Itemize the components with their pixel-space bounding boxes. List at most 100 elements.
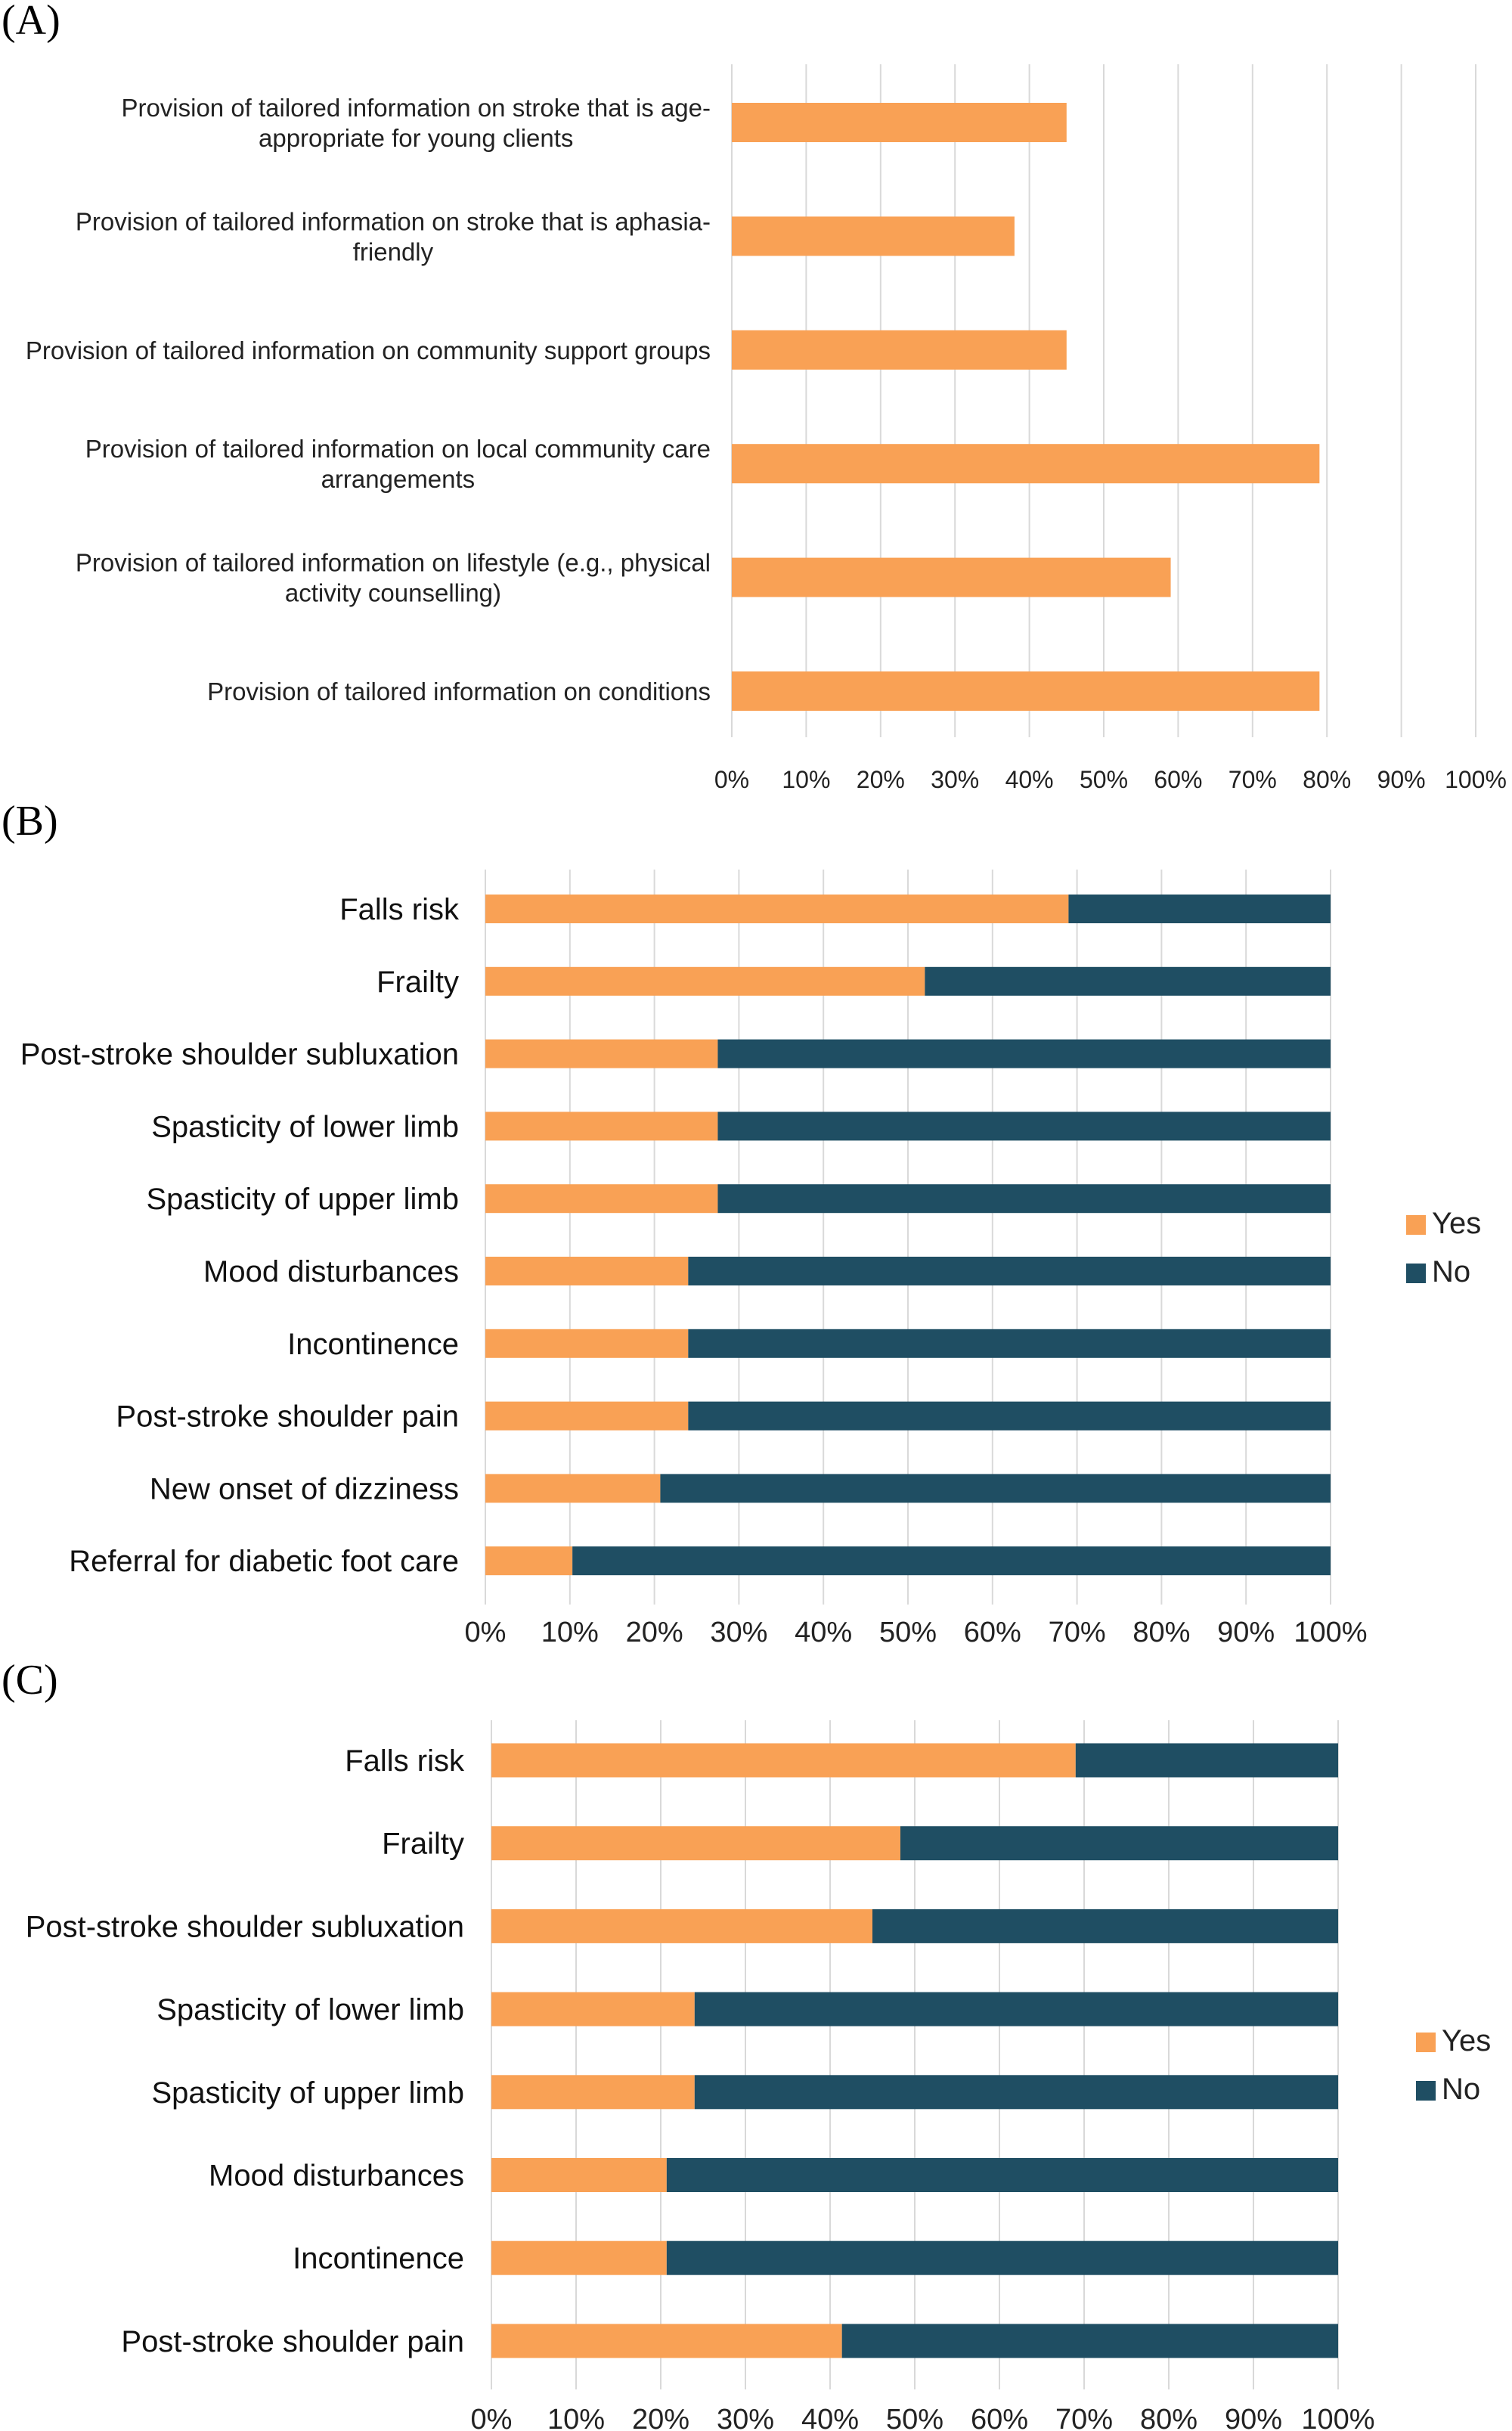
bar-yes [485,1474,661,1503]
bar-yes [485,895,1069,923]
panel-label: (C) [2,1657,58,1704]
category-label: arrangements [321,465,476,493]
bar-no [841,2324,1338,2358]
panel-label: (A) [2,0,60,44]
bar-yes [485,1039,718,1068]
bar-yes [491,2158,667,2192]
category-label: Falls risk [345,1744,465,1778]
x-tick-label: 60% [964,1617,1021,1648]
bar-yes [485,966,925,996]
legend-label-yes: Yes [1442,2024,1491,2057]
category-label: Provision of tailored information on str… [121,94,711,122]
legend: Yes No [1406,1207,1481,1288]
legend-label-no: No [1442,2073,1480,2106]
bar [732,444,1320,484]
legend-swatch-no [1416,2081,1436,2101]
bar-yes [491,2324,842,2358]
bar-yes [485,1112,718,1141]
category-label: Post-stroke shoulder pain [116,1400,459,1434]
category-label: Post-stroke shoulder subluxation [26,1910,464,1943]
chart-panel-a: (A) 0% 10% 20% 30% 40% 50% 60% 70% 80% 90% 100% Prov… [2,0,1507,793]
bar [732,557,1171,597]
x-tick-label: 100% [1301,2404,1374,2431]
bar-yes [485,1329,689,1358]
x-tick-label: 0% [471,2404,513,2431]
x-tick-label: 30% [717,2404,774,2431]
category-label: Spasticity of lower limb [156,1993,464,2026]
category-label: Provision of tailored information on lif… [76,549,711,577]
category-label: New onset of dizziness [150,1472,459,1505]
category-label: Frailty [376,966,459,999]
bar-no [688,1401,1331,1431]
x-tick-label: 80% [1303,766,1351,793]
bar-no [900,1826,1338,1861]
bar [732,216,1015,256]
x-tick-label: 90% [1217,1617,1275,1648]
x-tick-label: 50% [879,1617,937,1648]
bar-no [717,1184,1331,1214]
x-tick-label: 100% [1445,766,1507,793]
bar-yes [491,2075,695,2110]
bar-yes [491,1992,695,2026]
category-label: Provision of tailored information on loc… [85,435,711,463]
category-label: Frailty [382,1828,464,1861]
category-label: Post-stroke shoulder pain [121,2325,464,2358]
category-label: Spasticity of upper limb [151,2076,464,2110]
x-tick-label: 30% [710,1617,767,1648]
x-tick-label: 10% [547,2404,605,2431]
legend: Yes No [1416,2024,1491,2106]
bar [732,330,1067,370]
x-tick-label: 40% [1005,766,1054,793]
bar-no [666,2240,1338,2275]
x-tick-label: 70% [1049,1617,1106,1648]
x-tick-label: 50% [886,2404,943,2431]
x-tick-label: 40% [795,1617,852,1648]
bar-yes [485,1184,718,1214]
bar-yes [485,1546,573,1576]
x-tick-label: 90% [1377,766,1426,793]
category-label: Provision of tailored information on str… [76,207,711,235]
bar-no [694,1992,1338,2026]
x-tick-label: 20% [632,2404,689,2431]
category-label: friendly [353,237,434,265]
bar-no [688,1329,1331,1358]
x-tick-label: 20% [626,1617,683,1648]
bar-no [717,1112,1331,1141]
category-label: Falls risk [339,893,460,926]
category-label: Mood disturbances [209,2160,464,2193]
x-tick-label: 80% [1140,2404,1198,2431]
bar-no [688,1257,1331,1285]
bar-no [694,2075,1338,2110]
x-tick-label: 90% [1225,2404,1282,2431]
x-tick-label: 60% [971,2404,1028,2431]
bar-no [1068,895,1331,923]
bar-no [1075,1743,1338,1778]
bar [732,671,1320,711]
category-label: Mood disturbances [203,1255,459,1288]
bar-yes [491,1743,1076,1778]
legend-swatch-yes [1416,2033,1436,2052]
x-tick-label: 20% [857,766,905,793]
category-label: activity counselling) [285,579,501,607]
category-label: Incontinence [293,2242,464,2275]
x-tick-label: 70% [1228,766,1277,793]
category-label: Spasticity of upper limb [146,1183,459,1216]
chart-panel-c: (C) 0% 10% 20% 30% 40% 50% 60% 70% 80% 90% 100% Fall… [2,1657,1491,2431]
legend-label-no: No [1432,1255,1470,1288]
bar-yes [485,1401,689,1431]
x-tick-label: 10% [782,766,830,793]
chart-panel-b: (B) 0% 10% 20% 30% 40% 50% 60% 70% 80% 90% 100% Fall… [2,798,1481,1648]
x-tick-label: 40% [801,2404,859,2431]
x-tick-label: 30% [931,766,979,793]
legend-swatch-yes [1406,1215,1426,1235]
bar-no [925,966,1331,996]
bar-yes [491,1909,872,1943]
category-label: Post-stroke shoulder subluxation [20,1038,459,1071]
bar-yes [491,2240,667,2275]
category-label: appropriate for young clients [259,124,573,152]
bar-no [660,1474,1331,1503]
bar-yes [491,1826,900,1861]
panel-label: (B) [2,798,58,845]
x-tick-label: 60% [1154,766,1202,793]
